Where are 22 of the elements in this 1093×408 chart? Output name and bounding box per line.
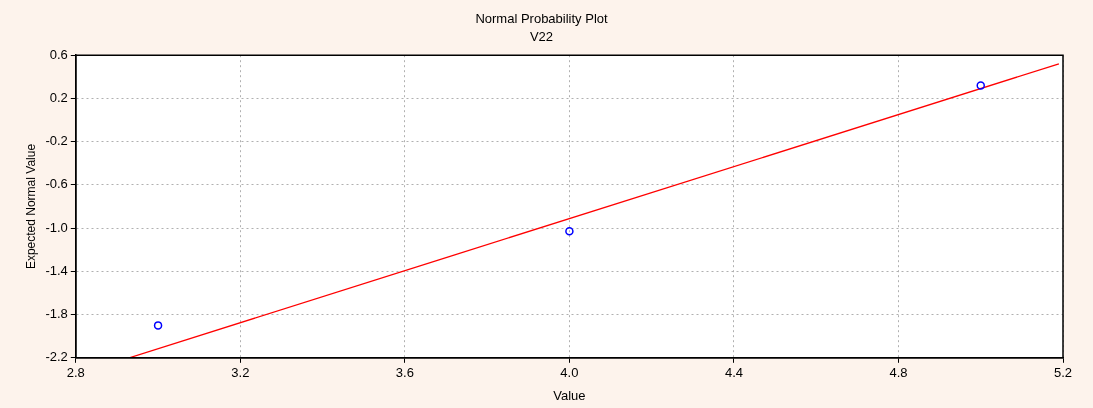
y-tick-label: 0.6 <box>49 46 68 62</box>
x-tick-label: 4.8 <box>889 365 908 381</box>
y-tick-label: -1.8 <box>45 306 68 322</box>
point <box>565 227 574 236</box>
y-tick-label: -2.2 <box>45 349 68 365</box>
point <box>976 81 985 90</box>
x-tick-label: 2.8 <box>66 365 85 381</box>
x-tick-label: 4.4 <box>724 365 743 381</box>
point <box>153 321 163 330</box>
y-tick-label: -0.6 <box>45 176 68 192</box>
x-axis-title: Value <box>553 387 586 403</box>
y-axis-title: Expected Normal Value <box>23 143 38 270</box>
chart-subtitle: V22 <box>529 28 554 44</box>
x-tick-label: 3.2 <box>231 365 250 381</box>
x-tick-label: 3.6 <box>395 365 414 381</box>
y-tick-label: -1.0 <box>45 219 68 235</box>
chart-title: Normal Probability Plot <box>475 11 608 27</box>
x-tick-label: 5.2 <box>1053 365 1073 381</box>
x-tick-label: 4.0 <box>560 365 579 381</box>
y-tick-label: 0.2 <box>49 90 68 106</box>
y-tick-label: -1.4 <box>45 262 68 278</box>
y-tick-label: -0.2 <box>45 133 68 149</box>
